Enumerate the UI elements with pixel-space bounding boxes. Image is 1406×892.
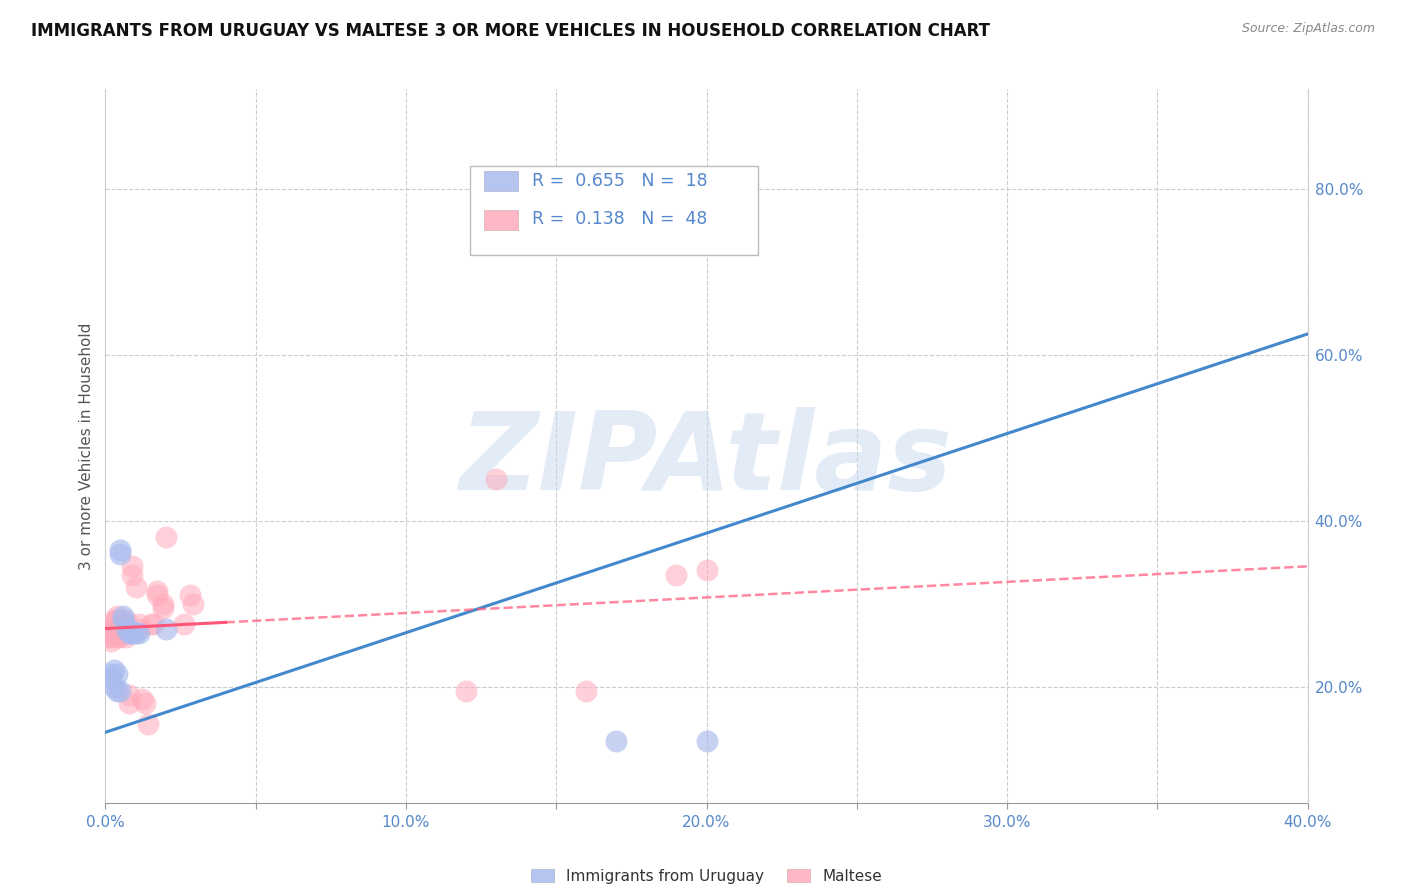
Point	[128, 622, 150, 636]
Point	[112, 625, 135, 640]
Point	[100, 634, 122, 648]
Point	[142, 617, 165, 632]
Point	[115, 622, 138, 636]
Point	[107, 625, 129, 640]
Point	[107, 667, 129, 681]
Point	[110, 622, 132, 636]
Point	[118, 622, 141, 636]
Point	[665, 567, 688, 582]
Point	[152, 600, 174, 615]
Point	[152, 597, 174, 611]
Point	[134, 696, 156, 710]
Point	[103, 613, 125, 627]
Text: R =  0.138   N =  48: R = 0.138 N = 48	[533, 211, 707, 228]
Point	[110, 630, 132, 644]
Text: IMMIGRANTS FROM URUGUAY VS MALTESE 3 OR MORE VEHICLES IN HOUSEHOLD CORRELATION C: IMMIGRANTS FROM URUGUAY VS MALTESE 3 OR …	[31, 22, 990, 40]
Text: R =  0.655   N =  18: R = 0.655 N = 18	[533, 171, 707, 189]
Point	[696, 564, 718, 578]
Point	[121, 625, 143, 640]
Point	[103, 625, 125, 640]
Point	[485, 472, 508, 486]
FancyBboxPatch shape	[484, 210, 517, 230]
Text: Source: ZipAtlas.com: Source: ZipAtlas.com	[1241, 22, 1375, 36]
Point	[112, 613, 135, 627]
FancyBboxPatch shape	[484, 171, 517, 191]
Point	[696, 733, 718, 747]
Point	[107, 613, 129, 627]
FancyBboxPatch shape	[470, 166, 758, 255]
Point	[110, 547, 132, 561]
Point	[107, 683, 129, 698]
Point	[97, 622, 120, 636]
Point	[155, 530, 177, 544]
Point	[97, 630, 120, 644]
Point	[100, 630, 122, 644]
Point	[110, 625, 132, 640]
Point	[103, 680, 125, 694]
Point	[575, 683, 598, 698]
Point	[145, 588, 167, 602]
Legend: Immigrants from Uruguay, Maltese: Immigrants from Uruguay, Maltese	[523, 861, 890, 891]
Point	[124, 625, 146, 640]
Point	[112, 609, 135, 624]
Point	[103, 622, 125, 636]
Point	[118, 625, 141, 640]
Point	[112, 617, 135, 632]
Point	[128, 617, 150, 632]
Point	[128, 625, 150, 640]
Point	[139, 617, 162, 632]
Point	[121, 625, 143, 640]
Point	[115, 617, 138, 632]
Point	[112, 625, 135, 640]
Point	[145, 584, 167, 599]
Point	[115, 613, 138, 627]
Point	[103, 663, 125, 677]
Point	[107, 609, 129, 624]
Point	[124, 580, 146, 594]
Point	[103, 617, 125, 632]
Point	[121, 567, 143, 582]
Point	[136, 717, 159, 731]
Point	[107, 630, 129, 644]
Point	[100, 667, 122, 681]
Point	[115, 630, 138, 644]
Point	[155, 622, 177, 636]
Point	[110, 683, 132, 698]
Point	[454, 683, 477, 698]
Point	[173, 617, 195, 632]
Point	[97, 625, 120, 640]
Text: ZIPAtlas: ZIPAtlas	[460, 408, 953, 513]
Point	[181, 597, 204, 611]
Point	[605, 733, 627, 747]
Point	[110, 542, 132, 557]
Point	[131, 692, 153, 706]
Point	[118, 688, 141, 702]
Point	[100, 625, 122, 640]
Point	[179, 588, 201, 602]
Point	[118, 696, 141, 710]
Point	[100, 671, 122, 685]
Y-axis label: 3 or more Vehicles in Household: 3 or more Vehicles in Household	[79, 322, 94, 570]
Point	[121, 559, 143, 574]
